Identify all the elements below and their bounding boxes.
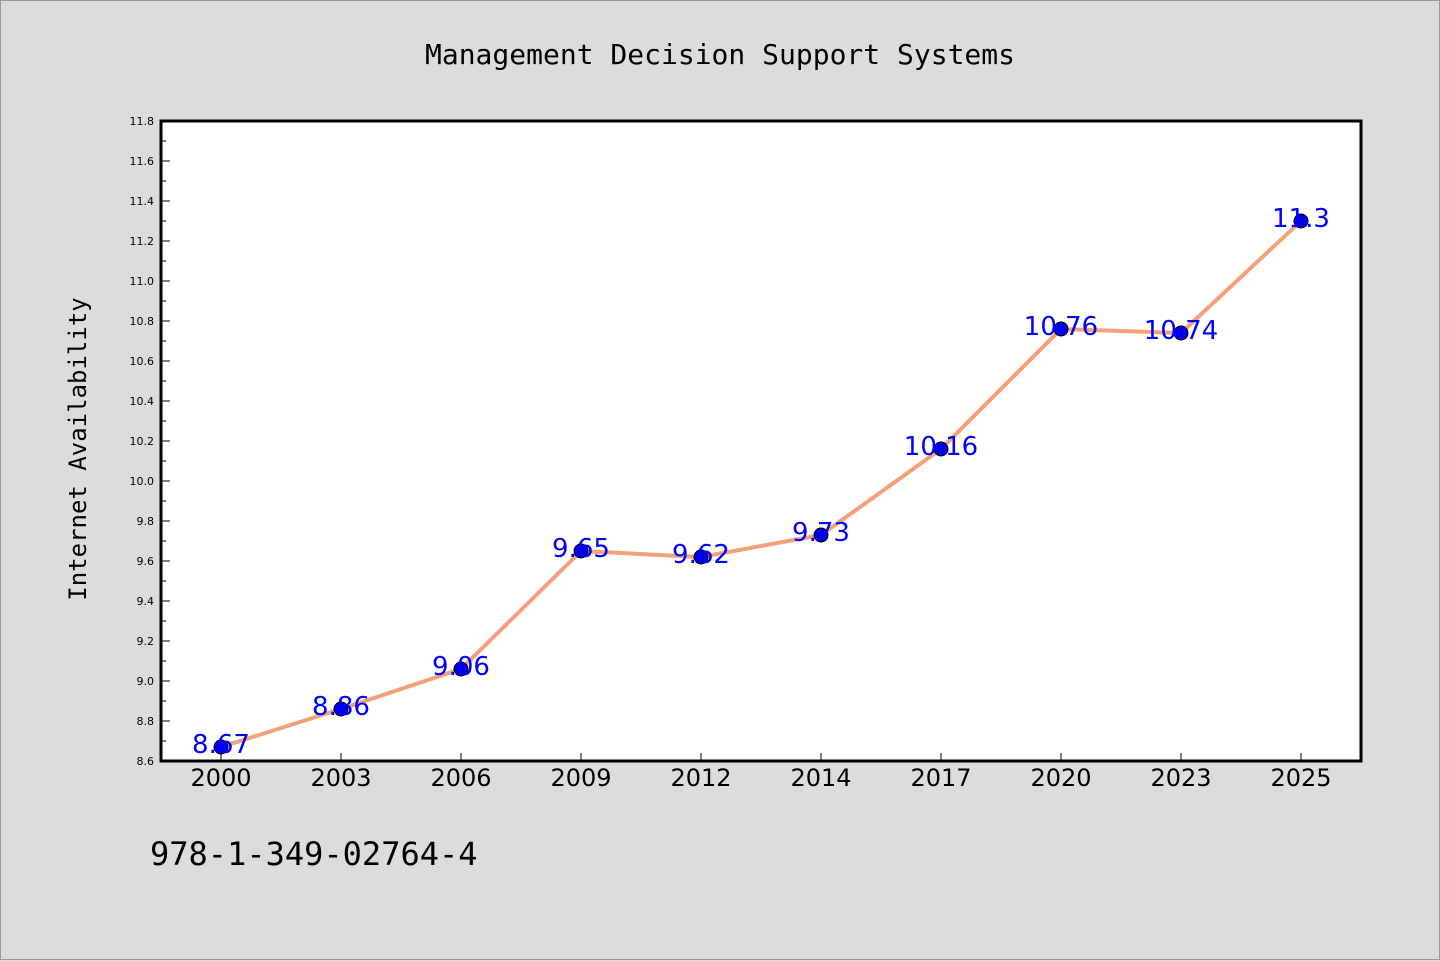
chart-title: Management Decision Support Systems xyxy=(425,38,1015,71)
y-tick-label: 11.6 xyxy=(130,155,155,168)
data-point xyxy=(933,441,949,457)
y-tick-label: 10.0 xyxy=(130,475,155,488)
series-markers xyxy=(213,213,1309,755)
x-tick-label: 2023 xyxy=(1150,764,1211,792)
y-tick-label: 10.8 xyxy=(130,315,155,328)
data-label: 9.06 xyxy=(432,652,490,682)
x-tick-label: 2000 xyxy=(190,764,251,792)
x-tick-label: 2020 xyxy=(1030,764,1091,792)
data-label: 10.76 xyxy=(1024,312,1098,342)
data-point xyxy=(1293,213,1309,229)
y-tick-label: 9.4 xyxy=(137,595,155,608)
y-axis-ticks: 8.6 8.8 9.0 9.2 9.4 9.6 9.8 10.0 10.2 10.4 10.6 10.… xyxy=(130,115,170,768)
data-point xyxy=(213,739,229,755)
x-tick-label: 2003 xyxy=(310,764,371,792)
series-line xyxy=(220,219,1303,749)
data-label: 9.62 xyxy=(672,540,730,570)
y-tick-label: 9.2 xyxy=(137,635,155,648)
y-tick-label: 11.8 xyxy=(130,115,155,128)
y-tick-label: 8.6 xyxy=(137,755,155,768)
data-label: 10.74 xyxy=(1144,316,1218,346)
plot-area xyxy=(161,121,1361,761)
data-label: 10.16 xyxy=(904,432,978,462)
data-label: 9.65 xyxy=(552,534,610,564)
x-tick-label: 2014 xyxy=(790,764,851,792)
data-point xyxy=(1173,325,1189,341)
data-label: 8.67 xyxy=(192,730,250,760)
y-tick-label: 10.4 xyxy=(130,395,155,408)
x-tick-label: 2017 xyxy=(910,764,971,792)
isbn-text: 978-1-349-02764-4 xyxy=(150,835,478,873)
x-tick-label: 2012 xyxy=(670,764,731,792)
data-point xyxy=(813,527,829,543)
data-label: 9.73 xyxy=(792,518,850,548)
data-label: 8.86 xyxy=(312,692,370,722)
data-point xyxy=(1053,321,1069,337)
plot-frame xyxy=(159,119,1363,763)
data-point xyxy=(573,543,589,559)
x-axis-ticks: 2000 2003 2006 2009 2012 2014 2017 2020 2023 2025 xyxy=(190,753,1332,792)
y-tick-label: 9.0 xyxy=(137,675,155,688)
y-tick-label: 11.4 xyxy=(130,195,155,208)
data-label: 11.3 xyxy=(1272,204,1330,234)
y-tick-label: 11.2 xyxy=(130,235,155,248)
data-labels: 8.67 8.86 9.06 9.65 9.62 9.73 10.16 10.76 10.74 1… xyxy=(192,204,1330,760)
data-point xyxy=(333,701,349,717)
y-tick-label: 10.2 xyxy=(130,435,155,448)
x-tick-label: 2009 xyxy=(550,764,611,792)
x-tick-label: 2006 xyxy=(430,764,491,792)
y-axis-label: Internet Availability xyxy=(64,297,92,600)
y-tick-label: 11.0 xyxy=(130,275,155,288)
y-tick-label: 8.8 xyxy=(137,715,155,728)
y-tick-label: 9.6 xyxy=(137,555,155,568)
x-tick-label: 2025 xyxy=(1270,764,1331,792)
data-point xyxy=(453,661,469,677)
y-tick-label: 9.8 xyxy=(137,515,155,528)
data-point xyxy=(693,549,709,565)
y-tick-label: 10.6 xyxy=(130,355,155,368)
